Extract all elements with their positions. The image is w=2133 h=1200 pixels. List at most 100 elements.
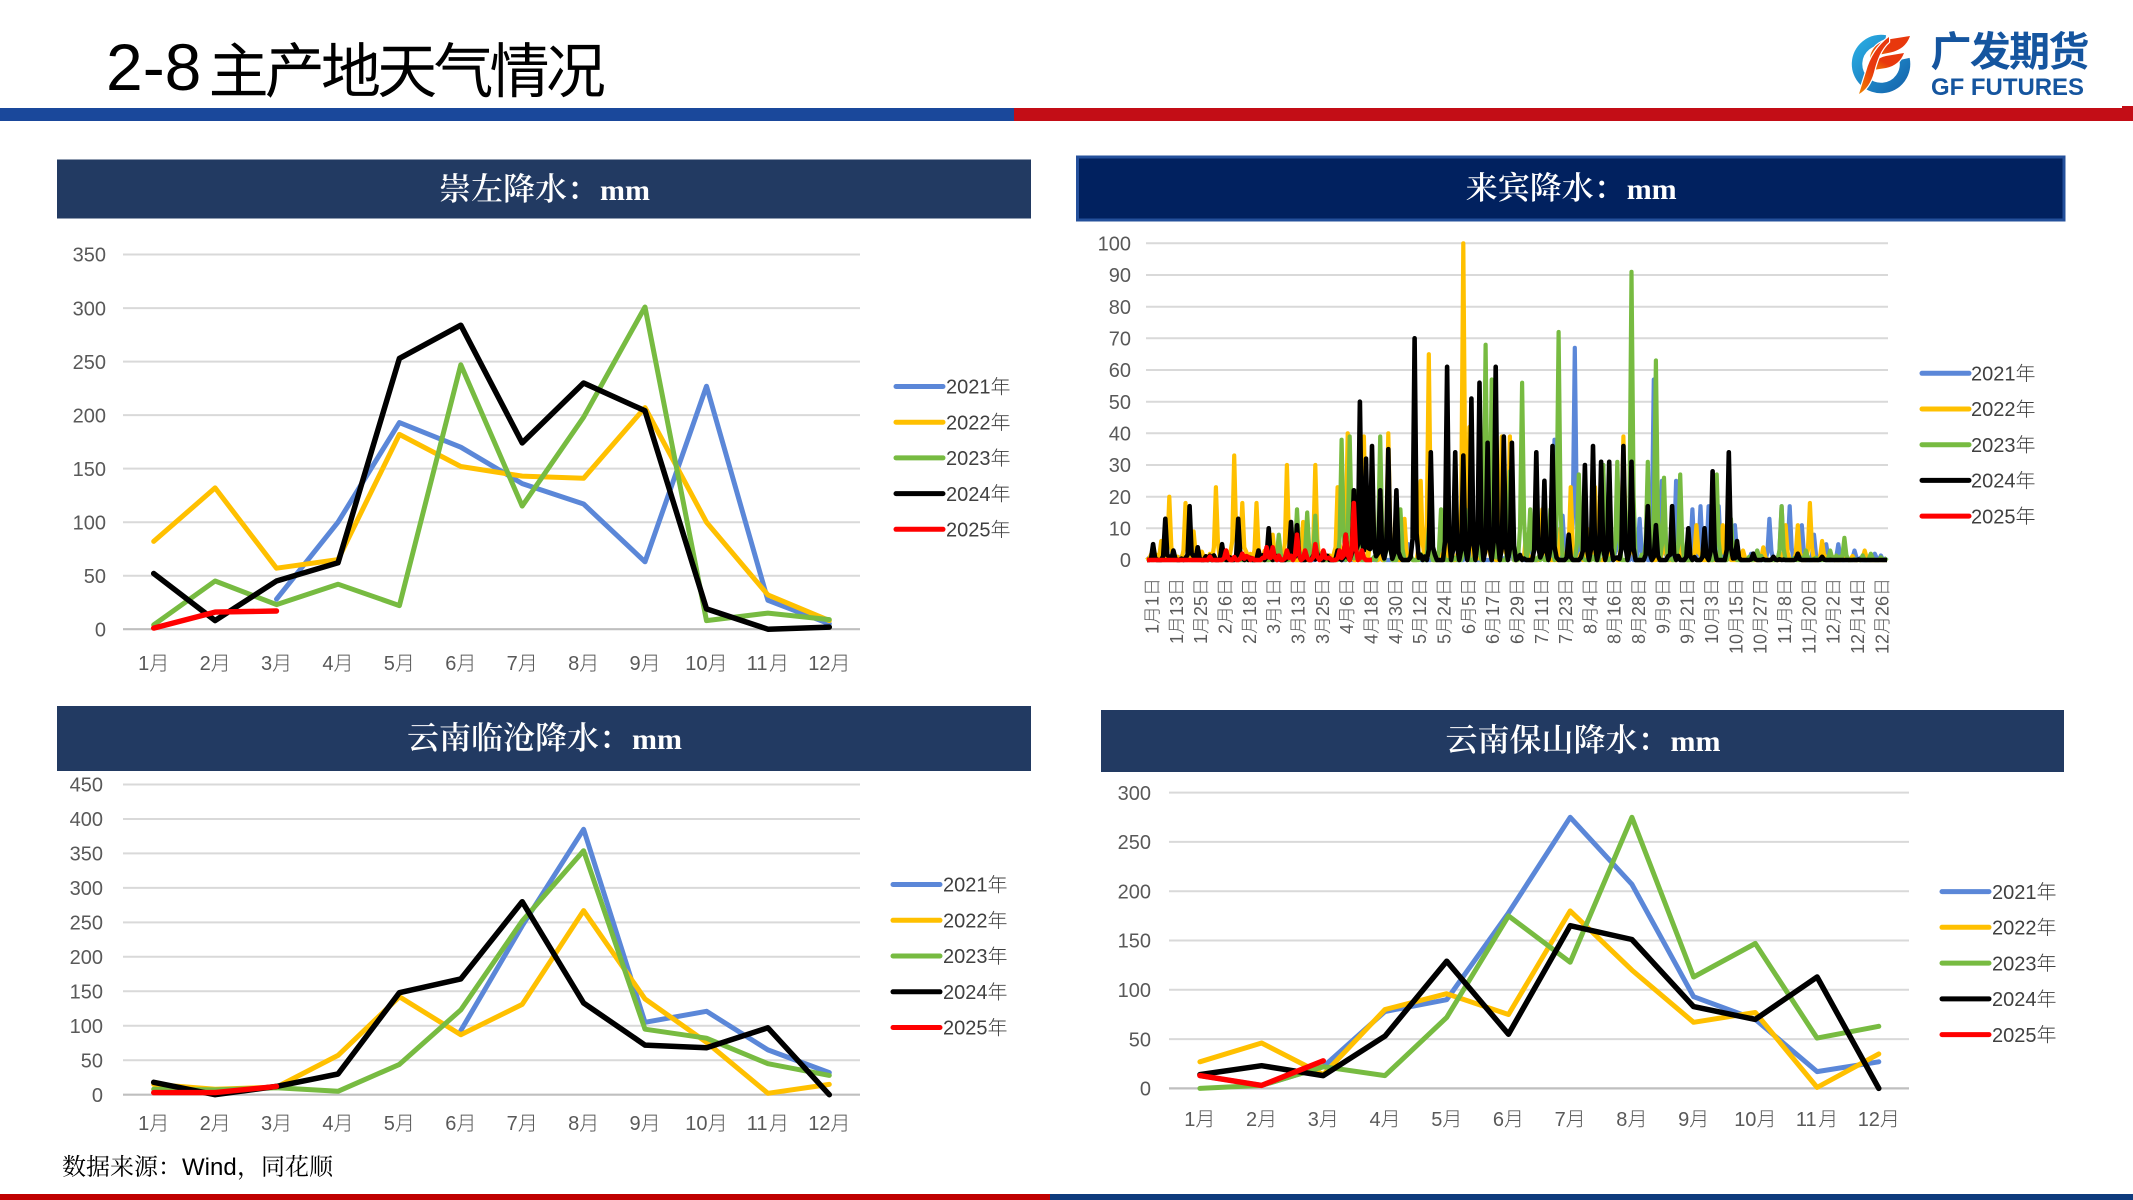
svg-text:3: 3 (1264, 624, 1284, 634)
svg-text:6: 6 (445, 653, 456, 675)
svg-text:Wind: Wind (182, 1154, 237, 1181)
svg-text:12: 12 (1858, 1109, 1880, 1131)
svg-text:1: 1 (1143, 596, 1163, 606)
svg-text:3: 3 (1702, 596, 1722, 606)
svg-text:0: 0 (1799, 596, 1819, 606)
svg-text:150: 150 (73, 459, 106, 481)
svg-text:1: 1 (138, 1113, 149, 1135)
svg-text:4: 4 (1434, 596, 1454, 606)
svg-text:2: 2 (1507, 606, 1527, 616)
svg-text:2: 2 (200, 653, 211, 675)
svg-text:250: 250 (73, 352, 106, 374)
svg-text:2023: 2023 (946, 448, 991, 470)
svg-text:2023: 2023 (1992, 953, 2037, 975)
svg-text:1: 1 (1532, 596, 1552, 606)
svg-text:1: 1 (1289, 606, 1309, 616)
svg-text:2: 2 (1216, 624, 1236, 634)
svg-text:2: 2 (1799, 606, 1819, 616)
svg-text:3: 3 (1167, 596, 1187, 606)
svg-text:2: 2 (1872, 634, 1892, 644)
svg-text:mm: mm (1627, 173, 1677, 206)
svg-text:6: 6 (445, 1113, 456, 1135)
svg-text:1: 1 (1605, 606, 1625, 616)
svg-text:1: 1 (1824, 634, 1844, 644)
svg-text:250: 250 (70, 913, 103, 935)
svg-text:1: 1 (1240, 606, 1260, 616)
svg-text:7: 7 (1751, 596, 1771, 606)
svg-text:2025: 2025 (1992, 1025, 2037, 1047)
svg-text:2-8: 2-8 (106, 30, 201, 104)
svg-text:1: 1 (1678, 596, 1698, 606)
svg-text:2025: 2025 (946, 520, 991, 542)
svg-text:300: 300 (70, 878, 103, 900)
svg-text:0: 0 (1386, 596, 1406, 606)
svg-text:1: 1 (1799, 634, 1819, 644)
svg-text:1: 1 (1702, 634, 1722, 644)
svg-text:4: 4 (1386, 634, 1406, 644)
svg-text:2: 2 (1246, 1109, 1257, 1131)
svg-text:2: 2 (1848, 634, 1868, 644)
svg-text:2: 2 (1629, 606, 1649, 616)
svg-text:2023: 2023 (1971, 435, 2016, 457)
svg-text:8: 8 (1605, 634, 1625, 644)
svg-text:3: 3 (1289, 596, 1309, 606)
svg-text:9: 9 (1653, 624, 1673, 634)
svg-text:450: 450 (70, 775, 103, 797)
svg-text:7: 7 (1532, 634, 1552, 644)
svg-text:5: 5 (384, 653, 395, 675)
svg-text:7: 7 (507, 653, 518, 675)
svg-text:10: 10 (685, 1113, 707, 1135)
svg-text:2025: 2025 (1971, 506, 2016, 528)
svg-text:20: 20 (1109, 487, 1131, 509)
svg-text:6: 6 (1507, 634, 1527, 644)
svg-text:2024: 2024 (943, 982, 988, 1004)
svg-text:0: 0 (1702, 624, 1722, 634)
svg-text:8: 8 (568, 653, 579, 675)
svg-text:5: 5 (1434, 634, 1454, 644)
svg-text:11: 11 (747, 653, 768, 675)
svg-text:10: 10 (1734, 1109, 1756, 1131)
svg-text:1: 1 (1775, 624, 1795, 634)
svg-text:2022: 2022 (943, 911, 988, 933)
svg-text:1: 1 (1191, 634, 1211, 644)
svg-text:2022: 2022 (1992, 918, 2037, 940)
svg-text:9: 9 (1507, 596, 1527, 606)
svg-text:0: 0 (1751, 634, 1771, 644)
svg-text:2024: 2024 (1971, 471, 2016, 493)
svg-text:2021: 2021 (943, 875, 988, 897)
svg-text:8: 8 (1240, 596, 1260, 606)
svg-text:8: 8 (568, 1113, 579, 1135)
svg-text:1: 1 (1483, 606, 1503, 616)
svg-text:5: 5 (1191, 596, 1211, 606)
svg-text:2023: 2023 (943, 946, 988, 968)
svg-text:GF FUTURES: GF FUTURES (1931, 74, 2084, 101)
svg-text:2: 2 (1313, 606, 1333, 616)
svg-text:10: 10 (685, 653, 707, 675)
svg-text:1: 1 (1726, 644, 1746, 654)
svg-text:100: 100 (1098, 234, 1131, 256)
svg-text:2024: 2024 (946, 484, 991, 506)
svg-text:1: 1 (1872, 644, 1892, 654)
svg-text:5: 5 (1431, 1109, 1442, 1131)
svg-text:0: 0 (1120, 550, 1131, 572)
svg-text:7: 7 (1556, 634, 1576, 644)
svg-text:6: 6 (1872, 596, 1892, 606)
svg-text:0: 0 (92, 1085, 103, 1107)
svg-text:1: 1 (1184, 1109, 1195, 1131)
svg-text:1: 1 (1751, 644, 1771, 654)
svg-text:2: 2 (1556, 606, 1576, 616)
svg-text:9: 9 (1653, 596, 1673, 606)
svg-text:1: 1 (1264, 596, 1284, 606)
svg-text:2021: 2021 (946, 377, 991, 399)
svg-text:6: 6 (1459, 624, 1479, 634)
svg-text:4: 4 (1370, 1109, 1381, 1131)
svg-text:2: 2 (1824, 624, 1844, 634)
svg-text:2: 2 (1824, 596, 1844, 606)
svg-text:50: 50 (1109, 392, 1131, 414)
svg-text:70: 70 (1109, 329, 1131, 351)
svg-text:7: 7 (1555, 1109, 1566, 1131)
svg-text:350: 350 (73, 245, 106, 267)
svg-text:4: 4 (1580, 596, 1600, 606)
svg-text:9: 9 (630, 653, 641, 675)
svg-text:1: 1 (1726, 606, 1746, 616)
